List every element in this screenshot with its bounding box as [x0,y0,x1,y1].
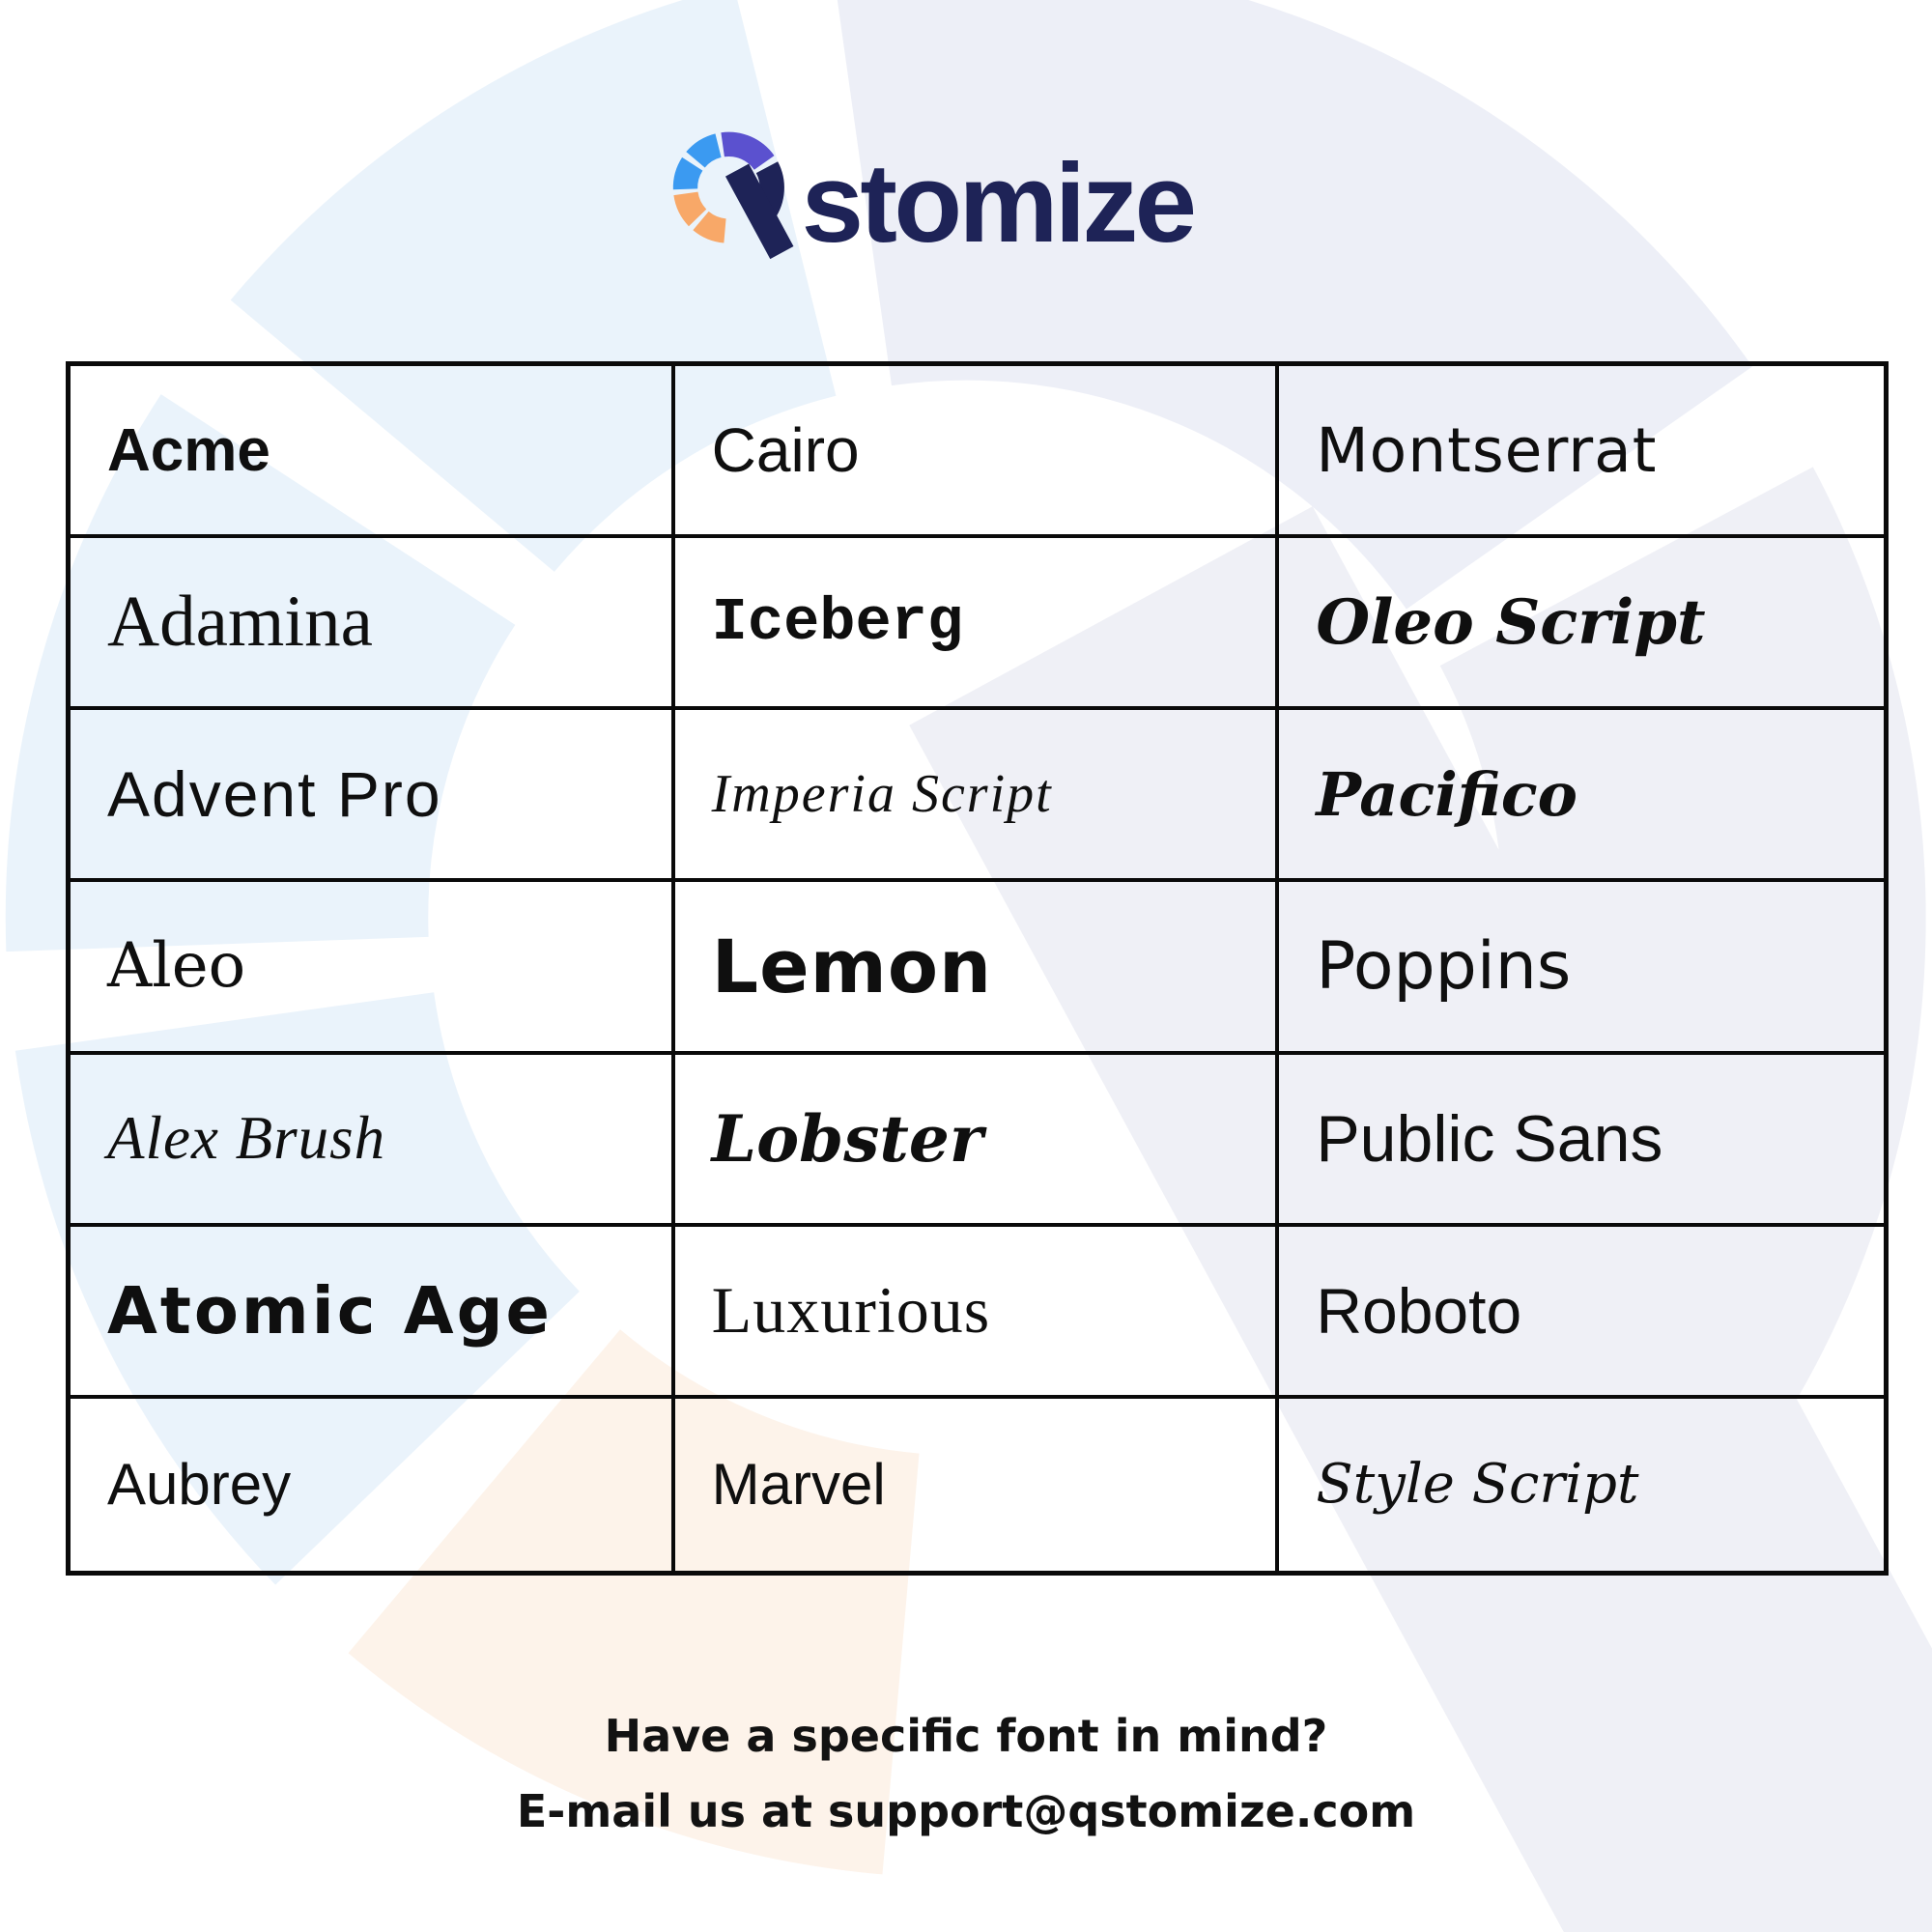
font-sample-imperia-script: Imperia Script [674,710,1280,883]
font-sample-atomic-age: Atomic Age [71,1226,675,1399]
font-sample-cairo: Cairo [674,366,1280,539]
font-sample-roboto: Roboto [1279,1227,1884,1399]
font-sample-poppins: Poppins [1279,882,1884,1055]
footer-question: Have a specific font in mind? [604,1710,1328,1762]
font-sample-lobster: Lobster [674,1054,1280,1227]
font-sample-adamina: Adamina [71,538,675,711]
font-sample-style-script: Style Script [1316,1453,1639,1517]
font-sample-acme: Acme [71,366,675,539]
font-sample-aubrey: Aubrey [71,1398,675,1571]
logo-wordmark: stomize [801,140,1193,266]
font-sample-public-sans: Public Sans [1279,1055,1884,1227]
logo-q-icon: stomize [672,131,1197,266]
font-table: Acme Cairo Montserrat Adamina Iceberg Ol… [66,361,1889,1576]
font-sample-oleo-script: Oleo Script [1279,538,1884,711]
footer-contact-email: E-mail us at support@qstomize.com [516,1785,1416,1837]
logo: stomize [0,120,1932,267]
font-sample-marvel: Marvel [675,1398,1280,1571]
font-sample-iceberg: Iceberg [674,538,1280,711]
font-sample-pacifico: Pacifico [1279,710,1884,883]
font-sample-montserrat: Montserrat [1279,366,1884,539]
font-sample-luxurious: Luxurious [674,1226,1280,1399]
font-sample-advent-pro: Advent Pro [71,710,675,883]
font-sample-lemon: Lemon [674,882,1280,1055]
font-sample-aleo: Aleo [71,882,675,1055]
font-sample-alex-brush: Alex Brush [71,1054,675,1227]
footer: Have a specific font in mind? E-mail us … [0,1698,1932,1849]
